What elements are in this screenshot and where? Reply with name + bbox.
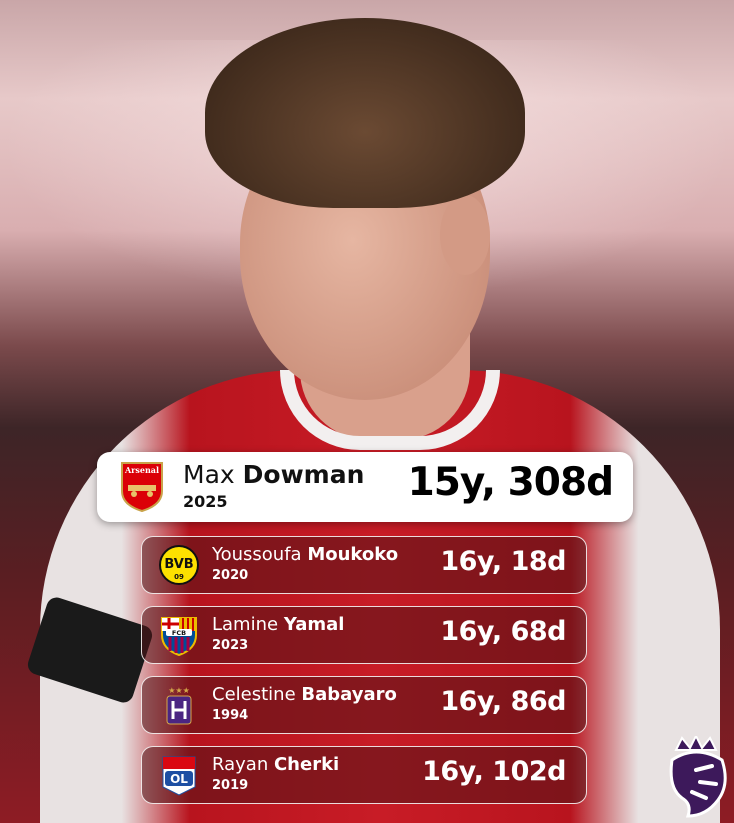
arsenal-badge-text: Arsenal — [124, 465, 159, 475]
player-name: Rayan Cherki — [212, 754, 340, 775]
player-age: 16y, 18d — [440, 546, 566, 577]
list-item: FCB Lamine Yamal 2023 16y, 68d — [141, 606, 587, 664]
anderlecht-badge-icon: ★★★ — [166, 686, 192, 725]
player-age: 15y, 308d — [407, 460, 614, 505]
svg-text:BVB: BVB — [164, 557, 193, 572]
player-age: 16y, 86d — [440, 686, 566, 717]
barcelona-badge-text: FCB — [172, 629, 186, 637]
lyon-badge-icon: OL — [162, 756, 196, 796]
svg-text:09: 09 — [174, 573, 184, 581]
player-age: 16y, 102d — [422, 756, 566, 787]
debut-year: 1994 — [212, 708, 249, 723]
debut-year: 2019 — [212, 778, 249, 793]
debut-year: 2020 — [212, 568, 249, 583]
player-name: Max Dowman — [183, 460, 365, 489]
svg-text:★★★: ★★★ — [168, 686, 190, 695]
lyon-badge-text: OL — [170, 772, 188, 786]
premier-league-lion-icon — [669, 736, 727, 818]
player-age: 16y, 68d — [440, 616, 566, 647]
featured-player-card: Arsenal Max Dowman 2025 15y, 308d — [97, 452, 633, 522]
barcelona-badge-icon: FCB — [161, 617, 197, 657]
list-item: OL Rayan Cherki 2019 16y, 102d — [141, 746, 587, 804]
debut-year: 2023 — [212, 638, 249, 653]
player-name: Lamine Yamal — [212, 614, 345, 635]
list-item: ★★★ Celestine Babayaro 1994 16y, 86d — [141, 676, 587, 734]
debut-year: 2025 — [183, 492, 228, 511]
arsenal-badge-icon: Arsenal — [121, 462, 163, 513]
dortmund-badge-icon: BVB 09 — [159, 545, 199, 585]
list-item: BVB 09 Youssoufa Moukoko 2020 16y, 18d — [141, 536, 587, 594]
player-name: Youssoufa Moukoko — [212, 544, 399, 565]
player-hair — [205, 18, 525, 208]
player-name: Celestine Babayaro — [212, 684, 397, 705]
